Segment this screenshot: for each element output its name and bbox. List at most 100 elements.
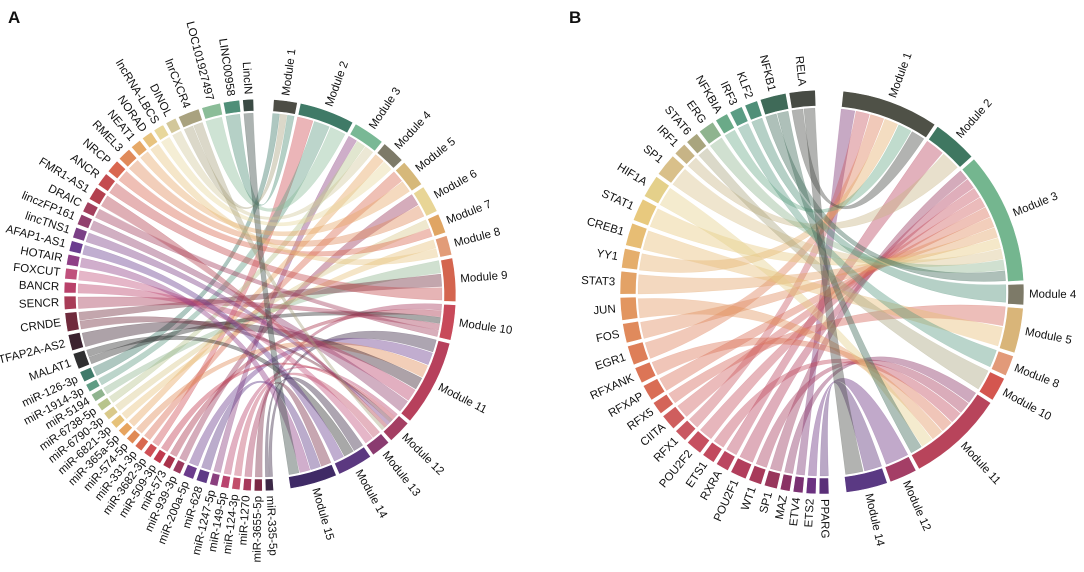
module-arc-module-2 (297, 102, 354, 134)
module-arc-module-5 (998, 306, 1024, 354)
ribbon-mir-331-3p-to-module-5 (143, 171, 403, 441)
module-arc-module-9 (440, 257, 457, 303)
ribbon-fos-to-module-3 (640, 217, 995, 339)
source-arc-dinol (165, 117, 182, 135)
source-arc-lncrna-lbcs (153, 124, 170, 141)
ribbon-malat1-to-module-14 (86, 335, 354, 457)
ribbon-mir-3682-3p-to-module-2 (152, 116, 314, 447)
source-arc-ciita (662, 405, 686, 430)
module-label-module-1: Module 1 (280, 48, 298, 96)
source-arc-mir-574-5p (126, 429, 141, 445)
module-label-module-7: Module 7 (445, 198, 493, 226)
ribbon-nfkbia-to-module-1 (724, 124, 912, 213)
ribbon-hif1a-to-module-11 (659, 187, 933, 447)
ribbon-jun-to-module-11 (637, 298, 943, 440)
source-arc-jun (619, 296, 639, 321)
module-label-module-4: Module 4 (393, 109, 434, 152)
source-arc-ets1 (702, 441, 723, 463)
source-arc-creb1 (625, 222, 648, 250)
source-arc-pparg (818, 477, 830, 495)
module-label-module-3: Module 3 (367, 86, 403, 132)
module-arc-module-4 (1007, 283, 1025, 306)
ribbon-foxcut-to-module-13 (78, 270, 373, 444)
source-arc-mir-1247-5p (209, 472, 221, 487)
ribbon-maz-to-module-11 (784, 356, 977, 474)
source-arc-mir-200a-5p (182, 463, 198, 480)
module-arc-module-3 (349, 123, 383, 152)
ribbon-lincin-to-module-15 (243, 112, 300, 475)
ribbon-linctns1-to-module-12 (85, 232, 391, 426)
module-label-module-11: Module 11 (436, 381, 489, 416)
ribbon-mir-574-5p-to-module-11 (136, 341, 429, 434)
ribbon-etv4-to-module-1 (796, 108, 856, 476)
ribbon-creb1-to-module-5 (642, 230, 1003, 347)
ribbon-klf2-to-module-4 (751, 117, 1007, 303)
source-arc-mir-335-5p (264, 478, 274, 492)
panel-b-ribbons (637, 107, 1007, 477)
source-arc-irf1 (674, 143, 696, 165)
ribbon-rfxank-to-module-11 (651, 337, 952, 432)
ribbon-sencr-to-module-10 (77, 296, 440, 331)
source-arc-mir-6790-3p (103, 405, 119, 421)
source-arc-mir-3655-5p (253, 478, 263, 492)
module-label-module-12: Module 12 (900, 479, 933, 533)
source-label-mir-335-5p: miR-335-5p (264, 495, 279, 556)
ribbon-egr1-to-module-1 (644, 114, 885, 359)
source-label-wt1: WT1 (740, 485, 759, 512)
ribbon-lnrcxcr4-to-module-12 (193, 122, 385, 431)
module-arc-module-14 (333, 446, 372, 475)
ribbon-norad-to-module-8 (150, 143, 439, 266)
ribbon-nfkb1-to-module-3 (765, 113, 1006, 282)
source-label-pparg: PPARG (818, 499, 830, 539)
source-label-stat3: STAT3 (581, 275, 616, 289)
module-label-module-15: Module 15 (309, 487, 335, 542)
module-label-module-2: Module 2 (324, 60, 352, 109)
source-arc-stat1 (632, 198, 658, 227)
ribbon-draic-to-module-10 (95, 208, 439, 337)
source-arc-mir-149-5p (220, 474, 231, 489)
module-label-module-14: Module 14 (862, 492, 886, 548)
source-arc-rfx5 (652, 393, 674, 415)
ribbon-ets1-to-module-11 (713, 358, 961, 448)
source-arc-mir-126-3p (79, 366, 96, 383)
source-label-rela: RELA (793, 56, 808, 87)
source-label-linc00958: LINC00958 (216, 38, 236, 97)
source-arc-klf2 (744, 100, 763, 121)
module-arc-module-10 (438, 303, 457, 341)
module-arc-module-6 (412, 186, 438, 217)
source-arc-maz (779, 473, 793, 492)
ribbon-fmr1-as1-to-module-12 (100, 195, 388, 428)
source-arc-lnrcxcr4 (177, 108, 203, 129)
ribbon-mir-628-to-module-15 (201, 381, 321, 471)
ribbon-mir-6738-5p-to-module-3 (108, 140, 366, 403)
ribbon-mir-335-5p-to-module-14 (264, 377, 364, 478)
ribbon-linc00958-to-module-1 (225, 113, 295, 206)
source-arc-linczfp161 (76, 213, 93, 230)
module-arc-module-7 (427, 213, 447, 237)
source-arc-hif1a (643, 175, 670, 205)
ribbon-rfxap-to-module-3 (659, 207, 991, 391)
source-arc-nrcp (107, 160, 127, 180)
module-arc-module-5 (395, 161, 423, 192)
source-arc-pou2f2 (686, 430, 711, 454)
ribbon-mir-335-5p-to-module-11 (268, 330, 437, 478)
source-arc-nfkbia (715, 113, 735, 135)
source-label-etv4: ETV4 (788, 496, 803, 527)
source-arc-mir-1270 (242, 477, 252, 492)
source-arc-mir-509-3p (152, 448, 167, 465)
ribbon-mir-1247-5p-to-module-3 (213, 135, 358, 473)
source-arc-mir-331-3p (134, 436, 150, 452)
source-arc-nfkb1 (759, 92, 790, 116)
module-arc-module-14 (844, 467, 888, 493)
ribbon-rela-to-module-14 (803, 107, 864, 475)
module-label-module-9: Module 9 (460, 270, 508, 286)
source-arc-yy1 (621, 248, 641, 271)
source-arc-rfx1 (675, 419, 697, 441)
module-arc-module-8 (434, 235, 453, 258)
ribbon-neat1-to-module-5 (140, 151, 410, 237)
source-arc-mir-124-3p (231, 476, 242, 491)
ribbon-hotair-to-module-15 (79, 257, 311, 473)
ribbon-mir-6790-3p-to-module-7 (114, 219, 430, 412)
ribbon-afap1-as1-to-module-14 (82, 244, 344, 462)
